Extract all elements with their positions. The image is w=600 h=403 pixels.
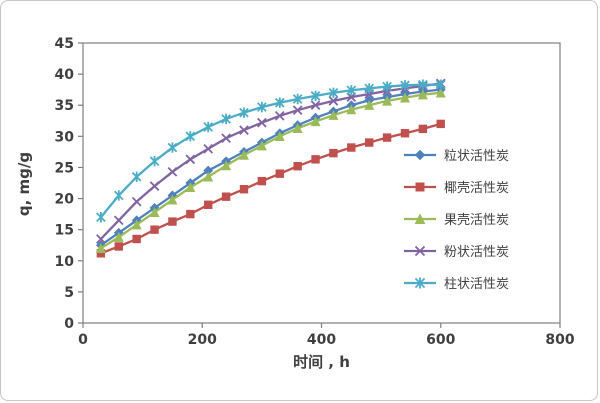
legend-item-1: 椰壳活性炭 xyxy=(403,177,509,196)
y-tick-label: 35 xyxy=(55,98,74,114)
x-tick-label: 0 xyxy=(78,332,88,348)
y-axis-title: q, mg/g xyxy=(15,151,33,217)
x-tick-label: 200 xyxy=(188,332,217,348)
y-tick-label: 40 xyxy=(55,67,75,83)
legend-marker-x xyxy=(404,245,436,256)
legend-label: 椰壳活性炭 xyxy=(444,181,510,196)
x-tick-label: 600 xyxy=(426,332,455,348)
y-tick-label: 10 xyxy=(55,254,75,270)
y-axis: 0 5 10 15 20 25 30 35 40 45 xyxy=(55,36,83,332)
legend-label: 粒状活性炭 xyxy=(444,149,510,164)
legend-label: 柱状活性炭 xyxy=(444,277,510,292)
legend-item-2: 果壳活性炭 xyxy=(403,209,509,228)
legend-marker-diamond xyxy=(404,149,436,160)
y-tick-label: 0 xyxy=(64,316,74,332)
legend-item-0: 粒状活性炭 xyxy=(403,145,509,164)
legend-marker-asterisk xyxy=(404,277,436,288)
y-tick-label: 30 xyxy=(55,129,75,145)
y-tick-label: 25 xyxy=(55,160,74,176)
series-3 xyxy=(96,78,446,244)
y-tick-label: 5 xyxy=(64,285,74,301)
x-axis-title: 时间 , h xyxy=(293,353,350,371)
legend-item-3: 粉状活性炭 xyxy=(403,241,509,260)
y-tick-label: 15 xyxy=(55,223,74,239)
y-tick-label: 20 xyxy=(55,192,75,208)
series-2 xyxy=(95,87,446,254)
legend-marker-square xyxy=(404,182,436,191)
series-line xyxy=(100,91,441,250)
y-tick-label: 45 xyxy=(55,36,74,52)
legend-marker-triangle xyxy=(404,212,436,224)
series-line xyxy=(100,88,441,247)
legend: 粒状活性炭椰壳活性炭果壳活性炭粉状活性炭柱状活性炭 xyxy=(403,145,509,292)
series-4 xyxy=(96,79,446,223)
x-tick-label: 400 xyxy=(307,332,336,348)
x-tick-label: 800 xyxy=(545,332,574,348)
legend-label: 粉状活性炭 xyxy=(444,245,510,260)
legend-label: 果壳活性炭 xyxy=(444,213,510,228)
x-axis: 0 200 400 600 800 xyxy=(78,323,575,348)
series-1 xyxy=(96,119,445,258)
legend-item-4: 柱状活性炭 xyxy=(403,273,509,292)
